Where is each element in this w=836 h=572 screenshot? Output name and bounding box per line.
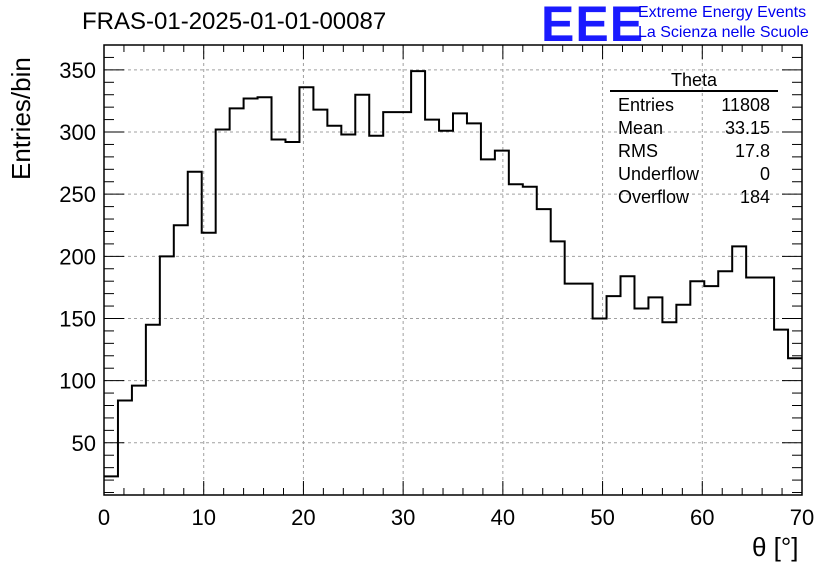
stats-box-rule [610,90,778,92]
y-tick-label: 100 [59,369,96,394]
stats-label: Entries [618,95,675,115]
histogram-bin [174,225,188,495]
histogram-bin [188,172,202,495]
stats-value: 33.15 [724,118,770,138]
histogram-bin [509,184,523,495]
y-axis-label: Entries/bin [6,57,36,180]
stats-row-underflow: Underflow 0 [610,163,778,186]
histogram-bin [439,131,453,495]
logo-text-line1: Extreme Energy Events [638,4,807,21]
histogram-bin [397,112,411,495]
histogram-bin [648,297,662,495]
histogram-bin [495,151,509,495]
histogram-bin [383,112,397,495]
y-tick-label: 250 [59,182,96,207]
histogram-bin [537,209,551,495]
histogram-bin [299,87,313,495]
histogram-bin [704,286,718,495]
histogram-bin [132,386,146,495]
histogram-bin [244,98,258,495]
stats-label: Underflow [618,164,700,184]
histogram-bin [355,95,369,495]
histogram-bin [579,284,593,495]
histogram-bin [746,277,760,495]
histogram-bin [481,159,495,495]
x-tick-label: 30 [391,505,415,530]
histogram-bin [607,296,621,495]
histogram-bin [621,276,635,495]
stats-label: Mean [618,118,664,138]
histogram-bin [425,120,439,495]
x-tick-label: 70 [790,505,814,530]
histogram-bin [230,108,244,495]
histogram-bin [593,318,607,495]
histogram-bin [272,139,286,495]
histogram-bin [453,113,467,495]
histogram-bin [327,126,341,495]
histogram-bin [788,358,802,495]
histogram-series [104,70,802,478]
histogram-bin [551,241,565,495]
y-tick-label: 150 [59,306,96,331]
stats-value: 184 [739,187,770,207]
stats-value: 0 [759,164,770,184]
x-tick-label: 10 [191,505,215,530]
stats-label: Overflow [618,187,690,207]
logo-text-line2: La Scienza nelle Scuole [638,24,809,41]
histogram-bin [523,187,537,495]
histogram-bin [774,330,788,495]
stats-box: Theta Entries 11808 Mean 33.15 RMS 17.8 … [610,70,778,209]
x-tick-label: 60 [690,505,714,530]
x-tick-label: 50 [590,505,614,530]
stats-row-mean: Mean 33.15 [610,117,778,140]
stats-value: 11808 [721,95,770,115]
histogram-bin [341,135,355,495]
histogram-bin [718,271,732,495]
x-tick-label: 0 [98,505,110,530]
eee-logo-mark: EEE [541,0,645,52]
y-tick-label: 50 [72,431,96,456]
stats-label: RMS [618,141,658,161]
histogram-bin [313,110,327,495]
y-tick-label: 350 [59,58,96,83]
stats-row-overflow: Overflow 184 [610,186,778,209]
histogram-bin [565,284,579,495]
y-tick-label: 200 [59,244,96,269]
stats-row-rms: RMS 17.8 [610,140,778,163]
histogram-bin [118,401,132,495]
histogram-bin [467,123,481,495]
histogram-bin [760,277,774,495]
x-axis-label: θ [°] [752,532,799,562]
histogram-bin [160,256,174,495]
plot-frame [103,44,803,496]
histogram-bin [634,309,648,495]
chart-title: FRAS-01-2025-01-01-00087 [82,8,387,35]
x-tick-label: 20 [291,505,315,530]
y-tick-label: 300 [59,120,96,145]
histogram-bin [662,322,676,495]
histogram-bin [676,305,690,495]
histogram-bin [411,71,425,495]
histogram-bin [146,325,160,495]
histogram-bin [732,246,746,495]
stats-value: 17.8 [734,141,770,161]
histogram-bin [258,97,272,495]
stats-box-name: Theta [670,70,718,90]
x-tick-label: 40 [491,505,515,530]
histogram-bin [216,130,230,495]
stats-row-entries: Entries 11808 [610,94,778,117]
histogram-bin [369,136,383,495]
